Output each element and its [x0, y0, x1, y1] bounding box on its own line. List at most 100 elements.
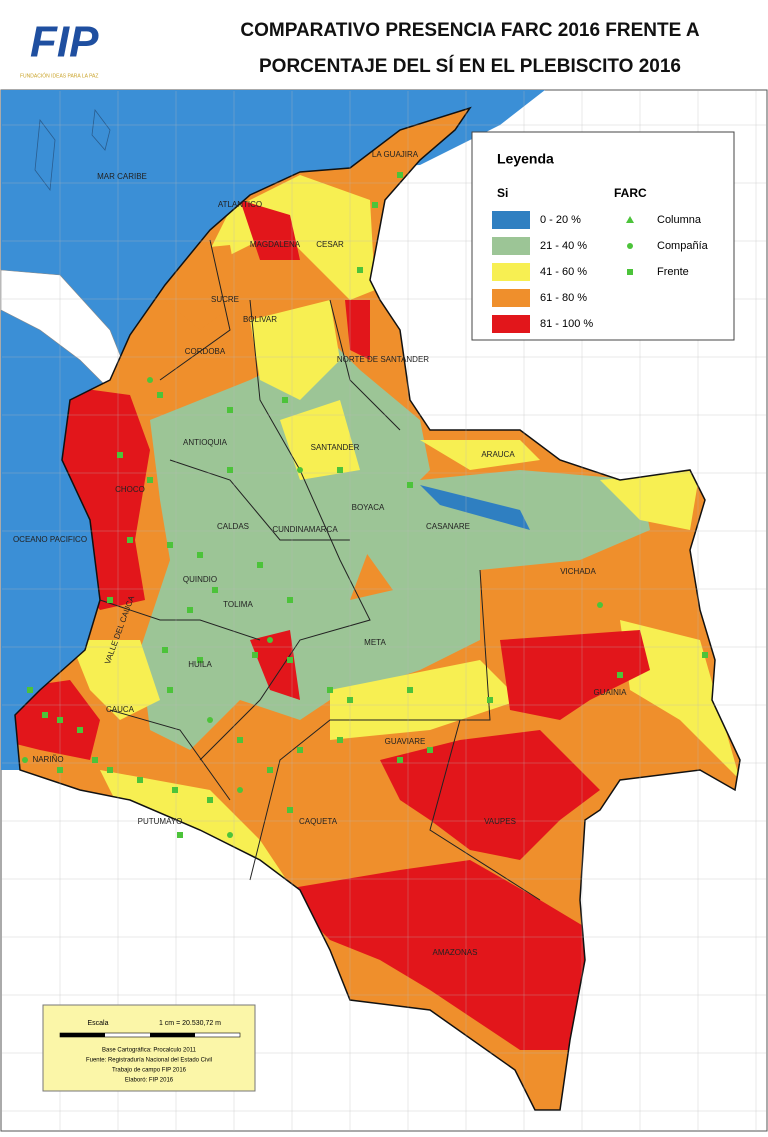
map-label: CASANARE	[426, 522, 470, 531]
farc-marker	[77, 727, 83, 733]
legend-label: 81 - 100 %	[540, 318, 593, 330]
map-label: CORDOBA	[185, 347, 226, 356]
farc-marker	[107, 597, 113, 603]
farc-marker	[107, 767, 113, 773]
region	[250, 300, 370, 700]
farc-marker	[227, 467, 233, 473]
map-label: META	[364, 638, 386, 647]
region	[500, 630, 650, 720]
logo: FIP	[30, 18, 99, 67]
legend-title: Leyenda	[497, 151, 554, 167]
farc-marker	[172, 787, 178, 793]
farc-marker	[227, 407, 233, 413]
scale-ratio: 1 cm = 20.530,72 m	[159, 1020, 221, 1027]
farc-marker	[287, 597, 293, 603]
farc-marker	[197, 657, 203, 663]
map-label: SUCRE	[211, 295, 239, 304]
map-label: GUAVIARE	[385, 737, 426, 746]
farc-marker	[372, 202, 378, 208]
legend-swatch	[492, 237, 530, 255]
region	[330, 470, 740, 780]
farc-marker	[397, 172, 403, 178]
farc-marker	[702, 652, 708, 658]
scale-note: Trabajo de campo FIP 2016	[112, 1068, 187, 1074]
island	[34, 108, 111, 192]
map-label: ARAUCA	[481, 450, 515, 459]
legend-label: 61 - 80 %	[540, 292, 587, 304]
farc-marker	[92, 757, 98, 763]
farc-marker	[237, 787, 243, 793]
map-label: VAUPES	[484, 817, 516, 826]
map-label: VICHADA	[560, 567, 596, 576]
map-label: CALDAS	[217, 522, 249, 531]
farc-marker	[57, 717, 63, 723]
farc-marker	[157, 392, 163, 398]
legend-symbol	[627, 269, 633, 275]
farc-marker	[27, 687, 33, 693]
map-label: AMAZONAS	[433, 948, 478, 957]
farc-marker	[207, 797, 213, 803]
farc-marker	[42, 712, 48, 718]
farc-marker	[337, 737, 343, 743]
farc-marker	[167, 687, 173, 693]
legend-label: 21 - 40 %	[540, 240, 587, 252]
region	[350, 470, 650, 600]
farc-marker	[327, 687, 333, 693]
farc-marker	[357, 267, 363, 273]
map-label: BOLIVAR	[243, 315, 277, 324]
legend-label: 0 - 20 %	[540, 214, 581, 226]
farc-marker	[407, 482, 413, 488]
legend-label: 41 - 60 %	[540, 266, 587, 278]
farc-marker	[117, 452, 123, 458]
farc-marker	[427, 747, 433, 753]
map-label: HUILA	[188, 660, 212, 669]
region	[240, 200, 300, 260]
farc-marker	[287, 807, 293, 813]
map-label: SANTANDER	[311, 443, 360, 452]
scale-heading: Escala	[87, 1020, 108, 1027]
region	[165, 245, 240, 330]
farc-marker	[252, 652, 258, 658]
region	[280, 860, 590, 1050]
map-label: TOLIMA	[223, 600, 253, 609]
map-label: OCEANO PACIFICO	[13, 535, 87, 544]
region	[380, 730, 600, 860]
logo-subtitle: FUNDACIÓN IDEAS PARA LA PAZ	[20, 72, 98, 79]
legend-swatch	[492, 289, 530, 307]
farc-marker	[297, 467, 303, 473]
map-label: CAUCA	[106, 705, 135, 714]
farc-marker	[282, 397, 288, 403]
legend-symbol	[627, 243, 633, 249]
legend-swatch	[492, 315, 530, 333]
legend-heading: Si	[497, 186, 508, 200]
legend-items: 0 - 20 % 21 - 40 % 41 - 60 % 61 - 80 % 81 - …	[492, 211, 709, 333]
farc-marker	[397, 757, 403, 763]
map-label: ATLANTICO	[218, 200, 262, 209]
farc-marker	[197, 552, 203, 558]
map-label: GUAINIA	[594, 688, 628, 697]
scale-note: Elaboró: FIP 2016	[125, 1078, 174, 1084]
farc-marker	[177, 832, 183, 838]
farc-marker	[287, 657, 293, 663]
map-label: NARIÑO	[32, 755, 63, 764]
farc-marker	[212, 587, 218, 593]
map-label: CHOCO	[115, 485, 145, 494]
map-label: CUNDINAMARCA	[272, 525, 338, 534]
farc-marker	[617, 672, 623, 678]
scale-bar	[60, 1033, 105, 1037]
scale-note: Base Cartográfica: Procalculo 2011	[102, 1048, 197, 1054]
farc-marker	[187, 607, 193, 613]
farc-marker	[162, 647, 168, 653]
farc-marker	[207, 717, 213, 723]
map-label: CESAR	[316, 240, 344, 249]
farc-marker	[487, 697, 493, 703]
map-label: CAQUETA	[299, 817, 338, 826]
scale-frame	[42, 1004, 256, 1092]
farc-marker	[57, 767, 63, 773]
farc-marker	[267, 637, 273, 643]
farc-marker	[597, 602, 603, 608]
ocean	[1, 90, 545, 770]
map-label: ANTIOQUIA	[183, 438, 228, 447]
legend: Leyenda Si FARC 0 - 20 % 21 - 40 % 41 - 60…	[471, 131, 735, 341]
